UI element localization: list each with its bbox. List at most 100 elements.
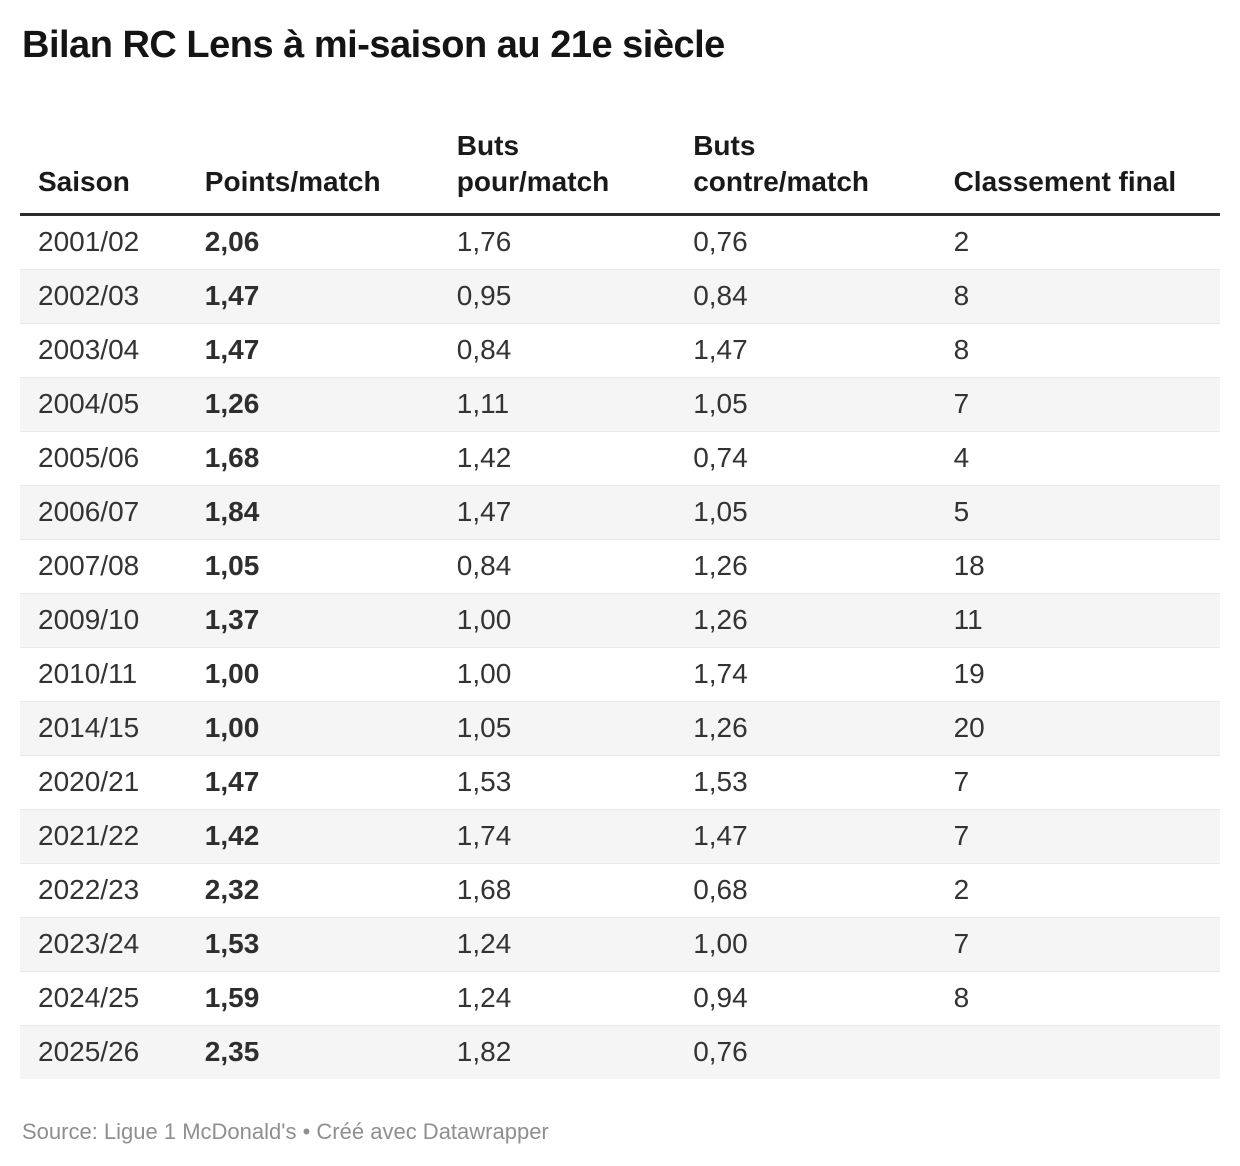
cell-saison: 2025/26 <box>20 1025 187 1079</box>
cell-buts-pour-match: 1,68 <box>438 863 676 918</box>
table-row: 2014/15 1,00 1,05 1,26 20 <box>20 701 1220 756</box>
cell-points-match: 1,47 <box>186 269 439 324</box>
header-row: Saison Points/match Buts pour/match Buts co… <box>20 122 1220 216</box>
cell-classement-final: 7 <box>935 917 1220 972</box>
cell-classement-final: 7 <box>935 755 1220 810</box>
cell-buts-pour-match: 1,47 <box>438 485 676 540</box>
table-header: Saison Points/match Buts pour/match Buts co… <box>20 122 1220 216</box>
cell-classement-final: 8 <box>935 323 1220 378</box>
cell-buts-pour-match: 1,00 <box>438 593 676 648</box>
cell-points-match: 1,84 <box>186 485 439 540</box>
cell-classement-final: 2 <box>935 863 1220 918</box>
table-row: 2006/07 1,84 1,47 1,05 5 <box>20 485 1220 540</box>
cell-saison: 2003/04 <box>20 323 187 378</box>
cell-buts-pour-match: 1,76 <box>456 226 512 257</box>
table-row: 2023/24 1,53 1,24 1,00 7 <box>20 917 1220 972</box>
cell-buts-contre-match: 1,53 <box>675 755 936 810</box>
cell-buts-contre-match: 0,76 <box>693 226 748 257</box>
table-row: 2025/26 2,35 1,82 0,76 <box>20 1025 1220 1079</box>
cell-points-match: 1,59 <box>186 971 439 1026</box>
cell-buts-contre-match: 0,84 <box>675 269 936 324</box>
cell-buts-pour-match: 1,24 <box>438 917 676 972</box>
cell-buts-contre-match: 1,47 <box>675 809 936 864</box>
cell-saison: 2023/24 <box>20 917 187 972</box>
cell-classement-final <box>935 1025 1220 1079</box>
cell-saison: 2007/08 <box>20 539 187 594</box>
source-text: Source: Ligue 1 McDonald's <box>22 1119 297 1144</box>
table-row: 2005/06 1,68 1,42 0,74 4 <box>20 431 1220 486</box>
column-header-buts-contre-match: Buts contre/match <box>675 122 936 216</box>
column-header-classement-final: Classement final <box>935 122 1220 216</box>
cell-saison: 2020/21 <box>20 755 187 810</box>
table-row: 2004/05 1,26 1,11 1,05 7 <box>20 377 1220 432</box>
cell-buts-pour-match: 1,05 <box>438 701 676 756</box>
cell-saison: 2010/11 <box>20 647 187 702</box>
cell-classement-final: 7 <box>935 377 1220 432</box>
data-table: Saison Points/match Buts pour/match Buts co… <box>20 122 1220 1079</box>
cell-points-match: 1,26 <box>186 377 439 432</box>
cell-buts-contre-match: 0,68 <box>675 863 936 918</box>
cell-saison: 2006/07 <box>20 485 187 540</box>
cell-points-match: 2,32 <box>186 863 439 918</box>
cell-saison: 2002/03 <box>20 269 187 324</box>
cell-saison: 2021/22 <box>20 809 187 864</box>
cell-buts-pour-match: 0,84 <box>438 539 676 594</box>
cell-classement-final: 19 <box>935 647 1220 702</box>
cell-points-match: 2,06 <box>204 226 260 257</box>
cell-saison: 2001/02 <box>38 226 140 257</box>
cell-points-match: 1,68 <box>186 431 439 486</box>
cell-buts-contre-match: 0,74 <box>675 431 936 486</box>
table-row: 2007/08 1,05 0,84 1,26 18 <box>20 539 1220 594</box>
cell-buts-contre-match: 1,26 <box>675 539 936 594</box>
table-body: 2001/02 2,06 1,76 0,76 2 2002/03 1,47 0,95 0,84 8… <box>20 215 1220 1079</box>
cell-buts-contre-match: 1,05 <box>675 485 936 540</box>
column-header-buts-pour-match: Buts pour/match <box>438 122 676 216</box>
cell-classement-final: 5 <box>935 485 1220 540</box>
cell-saison: 2022/23 <box>20 863 187 918</box>
table-row: 2009/10 1,37 1,00 1,26 11 <box>20 593 1220 648</box>
table-row: 2021/22 1,42 1,74 1,47 7 <box>20 809 1220 864</box>
cell-saison: 2014/15 <box>20 701 187 756</box>
table-row: 2010/11 1,00 1,00 1,74 19 <box>20 647 1220 702</box>
cell-points-match: 1,47 <box>186 755 439 810</box>
cell-points-match: 1,47 <box>186 323 439 378</box>
column-header-saison: Saison <box>20 122 187 216</box>
cell-saison: 2009/10 <box>20 593 187 648</box>
cell-points-match: 1,37 <box>186 593 439 648</box>
cell-buts-contre-match: 1,74 <box>675 647 936 702</box>
cell-points-match: 1,00 <box>186 647 439 702</box>
cell-classement-final: 7 <box>935 809 1220 864</box>
cell-points-match: 1,53 <box>186 917 439 972</box>
datawrapper-credit-link[interactable]: Créé avec Datawrapper <box>316 1119 549 1144</box>
cell-buts-contre-match: 1,47 <box>675 323 936 378</box>
table-row: 2020/21 1,47 1,53 1,53 7 <box>20 755 1220 810</box>
table-row: 2022/23 2,32 1,68 0,68 2 <box>20 863 1220 918</box>
cell-classement-final: 18 <box>935 539 1220 594</box>
cell-classement-final: 4 <box>935 431 1220 486</box>
cell-buts-contre-match: 0,76 <box>675 1025 936 1079</box>
cell-buts-pour-match: 0,84 <box>438 323 676 378</box>
cell-buts-pour-match: 0,95 <box>438 269 676 324</box>
column-header-points-match: Points/match <box>186 122 439 216</box>
cell-buts-contre-match: 1,00 <box>675 917 936 972</box>
cell-points-match: 1,42 <box>186 809 439 864</box>
cell-classement-final: 2 <box>953 226 970 257</box>
cell-classement-final: 20 <box>935 701 1220 756</box>
cell-saison: 2005/06 <box>20 431 187 486</box>
cell-classement-final: 11 <box>935 593 1220 648</box>
cell-buts-pour-match: 1,53 <box>438 755 676 810</box>
cell-points-match: 1,05 <box>186 539 439 594</box>
cell-buts-contre-match: 0,94 <box>675 971 936 1026</box>
table-row: 2024/25 1,59 1,24 0,94 8 <box>20 971 1220 1026</box>
cell-saison: 2024/25 <box>20 971 187 1026</box>
cell-saison: 2004/05 <box>20 377 187 432</box>
table-row: 2001/02 2,06 1,76 0,76 2 <box>20 215 1220 270</box>
footer: Source: Ligue 1 McDonald's • Créé avec D… <box>22 1119 1220 1145</box>
cell-classement-final: 8 <box>935 269 1220 324</box>
page-title: Bilan RC Lens à mi-saison au 21e siècle <box>22 24 725 66</box>
cell-buts-pour-match: 1,74 <box>438 809 676 864</box>
cell-buts-pour-match: 1,00 <box>438 647 676 702</box>
cell-buts-contre-match: 1,26 <box>675 701 936 756</box>
cell-points-match: 2,35 <box>186 1025 439 1079</box>
